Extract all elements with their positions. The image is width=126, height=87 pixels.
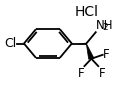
Text: NH: NH	[96, 19, 114, 32]
Text: F: F	[77, 67, 84, 80]
Text: HCl: HCl	[74, 5, 98, 19]
Text: F: F	[103, 48, 110, 61]
Text: 2: 2	[103, 23, 108, 32]
Text: F: F	[99, 67, 105, 80]
Text: Cl: Cl	[4, 37, 17, 50]
Polygon shape	[86, 44, 94, 59]
